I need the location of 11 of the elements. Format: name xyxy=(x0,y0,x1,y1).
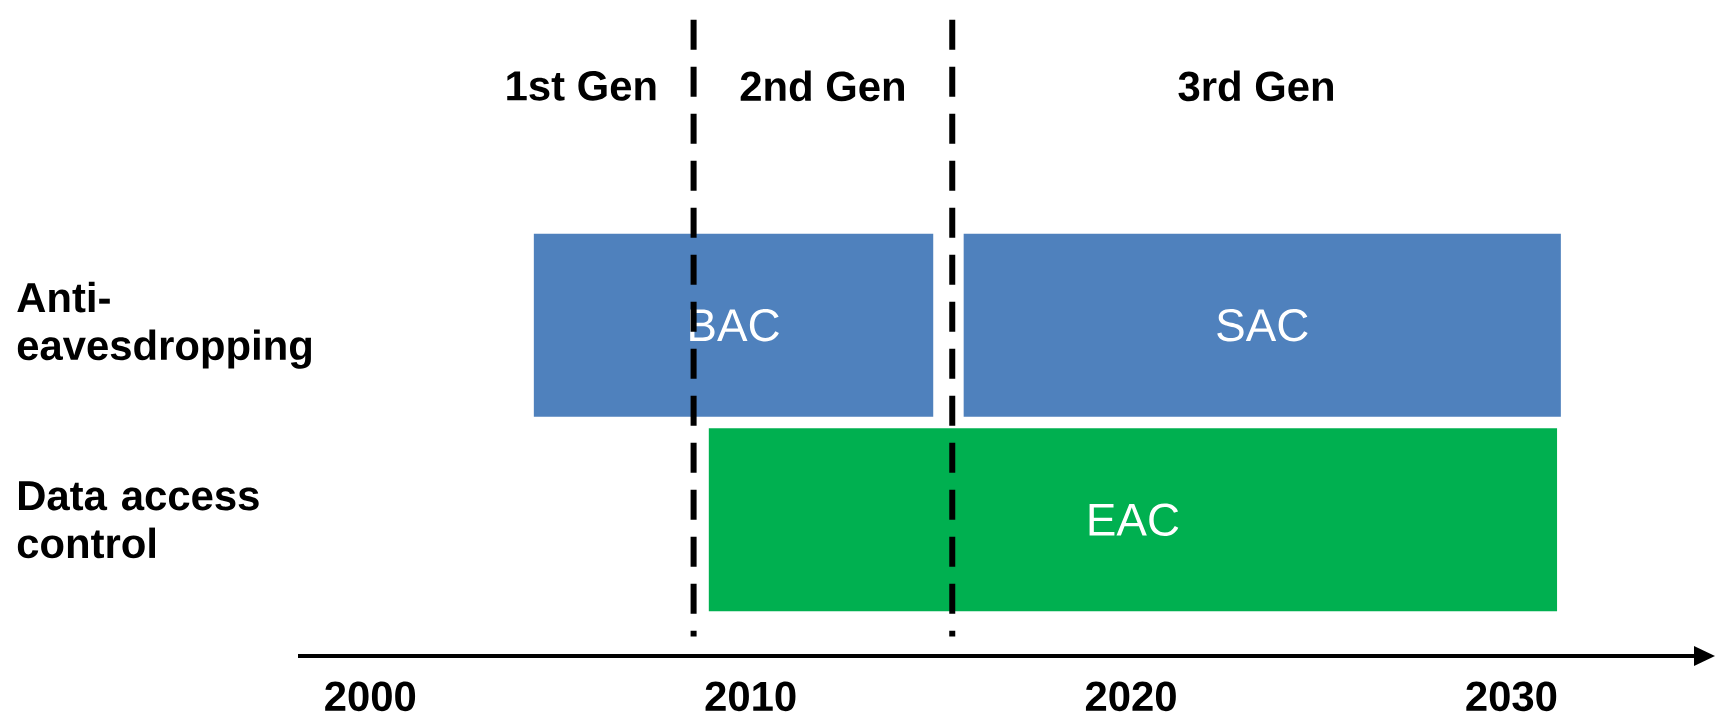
x-tick-label: 2000 xyxy=(325,681,416,712)
x-tick-label: 2010 xyxy=(705,681,796,712)
x-tick-label: 2030 xyxy=(1466,681,1557,712)
x-tick-label: 2020 xyxy=(1085,681,1176,712)
text: 1st Gen xyxy=(507,71,656,101)
y-tick-label: Data access control xyxy=(17,481,259,559)
y-tick-label: Anti-eavesdropping xyxy=(17,281,312,369)
data-label: EAC xyxy=(1089,503,1179,537)
data-label: SAC xyxy=(1217,309,1308,342)
text: 2nd Gen xyxy=(740,70,904,102)
text: 3rd Gen xyxy=(1178,70,1333,102)
